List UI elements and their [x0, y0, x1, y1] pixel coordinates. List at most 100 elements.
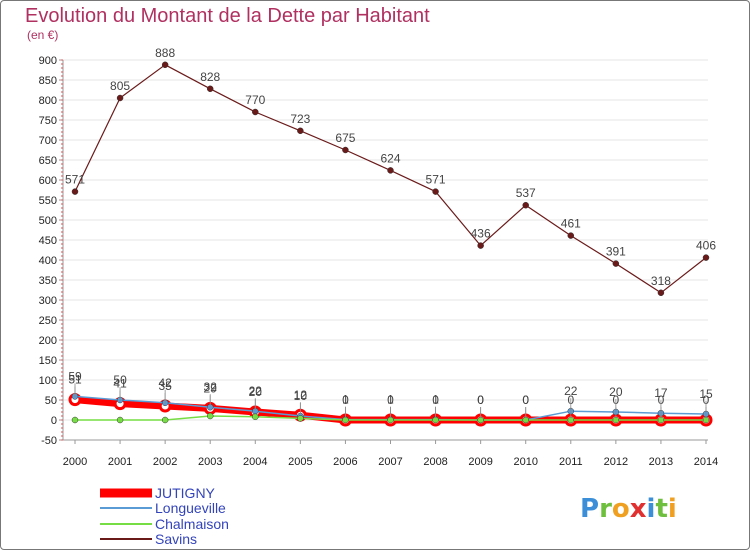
point-savins [161, 61, 169, 69]
data-label-savins: 828 [200, 70, 220, 84]
x-tick-label: 2010 [513, 456, 537, 468]
data-label-jutigny: 12 [294, 388, 308, 402]
data-label-savins: 537 [516, 186, 536, 200]
point-savins [387, 167, 394, 174]
data-label-longueville: 22 [564, 384, 578, 398]
data-label-savins: 624 [380, 151, 400, 165]
y-tick-label: 300 [39, 295, 57, 307]
data-label-jutigny: 0 [387, 393, 394, 407]
point-savins [702, 254, 710, 261]
data-label-longueville: 0 [522, 393, 529, 407]
data-labels: 51 41 35 29 20 12 0 0 0 0 0 0 0 0 059 50 42 32 22 10 1 1 1 0 022… [65, 46, 716, 418]
data-label-longueville: 42 [158, 376, 172, 390]
point-chalmaison [116, 416, 124, 424]
x-tick-label: 2003 [198, 456, 222, 468]
y-tick-label: 50 [45, 395, 57, 407]
y-tick-label: 350 [39, 275, 57, 287]
data-label-jutigny: 0 [658, 393, 665, 407]
x-tick-label: 2007 [378, 456, 402, 468]
data-label-longueville: 10 [294, 389, 308, 403]
data-label-longueville: 1 [432, 393, 439, 407]
point-savins [116, 94, 124, 102]
data-label-jutigny: 0 [522, 393, 529, 407]
data-label-longueville: 17 [654, 386, 668, 400]
data-label-jutigny: 29 [204, 381, 218, 395]
x-tick-label: 2002 [153, 456, 177, 468]
data-label-jutigny: 51 [68, 373, 82, 387]
data-label-jutigny: 41 [113, 377, 127, 391]
data-label-jutigny: 0 [432, 393, 439, 407]
data-label-savins: 571 [65, 173, 85, 187]
y-tick-label: -50 [41, 435, 57, 447]
chart-subtitle: (en €) [27, 28, 58, 42]
data-label-longueville: 15 [699, 387, 713, 401]
x-tick-label: 2005 [288, 456, 312, 468]
data-label-longueville: 59 [68, 369, 82, 383]
data-label-longueville: 22 [249, 384, 263, 398]
data-label-longueville: 20 [609, 385, 623, 399]
y-tick-label: 800 [39, 95, 57, 107]
y-tick-label: 250 [39, 315, 57, 327]
x-tick-label: 2011 [559, 456, 583, 468]
x-tick-label: 2001 [108, 456, 132, 468]
x-tick-label: 2004 [243, 456, 267, 468]
y-tick-label: 700 [39, 135, 57, 147]
data-label-savins: 770 [245, 93, 265, 107]
data-label-longueville: 50 [113, 373, 127, 387]
data-label-jutigny: 0 [342, 393, 349, 407]
point-chalmaison [297, 415, 304, 422]
x-tick-label: 2014 [694, 456, 718, 468]
point-savins [297, 127, 304, 135]
legend-label-jutigny: JUTIGNY [155, 485, 216, 501]
y-tick-label: 500 [39, 215, 57, 227]
point-savins [252, 108, 259, 116]
point-savins [567, 232, 575, 239]
point-savins [71, 188, 79, 195]
point-chalmaison [252, 413, 259, 421]
data-label-savins: 461 [561, 217, 581, 231]
y-tick-label: 400 [39, 255, 57, 267]
legend: JUTIGNY Longueville Chalmaison Savins [100, 485, 229, 547]
y-tick-label: 600 [39, 175, 57, 187]
data-label-savins: 805 [110, 79, 130, 93]
proxiti-logo: Proxiti [580, 494, 677, 524]
legend-label-chalmaison: Chalmaison [155, 516, 229, 532]
chart-title: Evolution du Montant de la Dette par Hab… [25, 5, 430, 27]
data-label-savins: 406 [696, 239, 716, 253]
x-axis-ticks: 2000 2001 2002 2003 2004 2005 2006 2007 2008 2009… [63, 440, 718, 468]
y-tick-label: 200 [39, 335, 57, 347]
x-tick-label: 2006 [333, 456, 357, 468]
point-savins [206, 85, 214, 93]
y-tick-label: 900 [39, 55, 57, 67]
data-label-savins: 318 [651, 274, 671, 288]
x-tick-label: 2009 [468, 456, 492, 468]
x-tick-label: 2000 [63, 456, 87, 468]
data-label-savins: 571 [426, 173, 446, 187]
data-label-longueville: 1 [342, 393, 349, 407]
data-label-savins: 723 [290, 112, 310, 126]
point-savins [477, 242, 484, 249]
legend-label-longueville: Longueville [155, 500, 226, 516]
point-savins [342, 146, 349, 154]
data-label-jutigny: 35 [158, 379, 172, 393]
data-label-savins: 436 [471, 227, 491, 241]
point-savins [432, 188, 439, 195]
point-savins [522, 201, 529, 209]
point-chalmaison [206, 412, 214, 420]
x-tick-label: 2008 [423, 456, 447, 468]
y-tick-label: 0 [51, 415, 57, 427]
data-label-savins: 888 [155, 46, 175, 60]
data-label-jutigny: 20 [249, 385, 263, 399]
x-tick-label: 2012 [604, 456, 628, 468]
axes [62, 60, 708, 441]
legend-label-savins: Savins [155, 531, 197, 547]
point-savins [612, 260, 620, 267]
data-label-savins: 391 [606, 245, 626, 259]
y-tick-label: 450 [39, 235, 57, 247]
point-chalmaison [161, 416, 169, 424]
y-tick-label: 100 [39, 375, 57, 387]
y-tick-label: 850 [39, 75, 57, 87]
data-label-jutigny: 0 [703, 393, 710, 407]
data-label-longueville: 32 [204, 380, 218, 394]
